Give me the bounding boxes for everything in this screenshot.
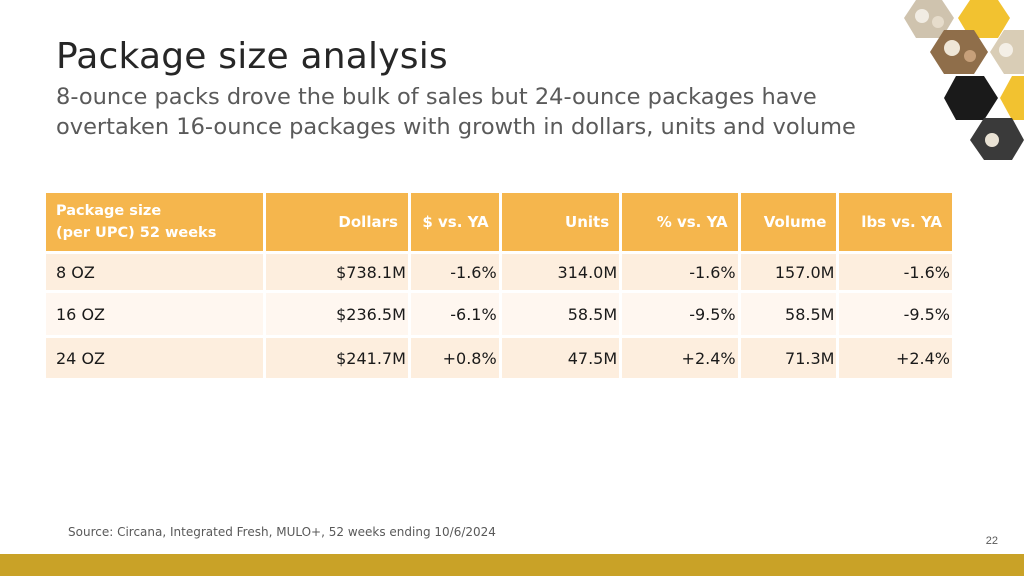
- hex-dark-1: [944, 76, 998, 120]
- col-header-dollars: Dollars: [265, 193, 408, 251]
- mushroom-2: [932, 16, 944, 28]
- cell-package: 24 OZ: [46, 338, 263, 378]
- cell-dollars-vs-ya: -1.6%: [410, 254, 499, 290]
- hex-gold-2: [1000, 76, 1024, 120]
- cell-units-vs-ya: -1.6%: [622, 254, 738, 290]
- page-title: Package size analysis: [56, 36, 448, 77]
- cell-units: 47.5M: [501, 338, 620, 378]
- cell-package: 8 OZ: [46, 254, 263, 290]
- table-row: 24 OZ $241.7M +0.8% 47.5M +2.4% 71.3M +2…: [46, 338, 952, 378]
- hex-gold-1: [958, 0, 1010, 38]
- table-header-row: Package size (per UPC) 52 weeks Dollars …: [46, 193, 952, 251]
- cell-volume-vs-ya: -9.5%: [839, 293, 952, 335]
- hex-photo-1: [904, 0, 954, 38]
- page-subtitle: 8-ounce packs drove the bulk of sales bu…: [56, 84, 856, 140]
- table-row: 16 OZ $236.5M -6.1% 58.5M -9.5% 58.5M -9…: [46, 293, 952, 335]
- cell-dollars-vs-ya: +0.8%: [410, 338, 499, 378]
- col-header-package: Package size (per UPC) 52 weeks: [46, 193, 263, 251]
- cell-units-vs-ya: -9.5%: [622, 293, 738, 335]
- col-header-package-line1: Package size: [56, 203, 162, 219]
- cell-volume-vs-ya: -1.6%: [839, 254, 952, 290]
- col-header-package-line2: (per UPC) 52 weeks: [56, 225, 217, 241]
- cell-dollars: $241.7M: [265, 338, 408, 378]
- mushroom-6: [985, 133, 999, 147]
- cell-units: 58.5M: [501, 293, 620, 335]
- mushroom-honeycomb-decoration: [904, 0, 1024, 160]
- cell-volume: 157.0M: [740, 254, 837, 290]
- mushroom-5: [999, 43, 1013, 57]
- col-header-units-vs-ya: % vs. YA: [622, 193, 738, 251]
- cell-dollars-vs-ya: -6.1%: [410, 293, 499, 335]
- col-header-dollars-vs-ya: $ vs. YA: [410, 193, 499, 251]
- cell-volume-vs-ya: +2.4%: [839, 338, 952, 378]
- source-note: Source: Circana, Integrated Fresh, MULO+…: [68, 525, 496, 539]
- cell-dollars: $236.5M: [265, 293, 408, 335]
- cell-units: 314.0M: [501, 254, 620, 290]
- cell-dollars: $738.1M: [265, 254, 408, 290]
- col-header-units: Units: [501, 193, 620, 251]
- mushroom-1: [915, 9, 929, 23]
- table-row: 8 OZ $738.1M -1.6% 314.0M -1.6% 157.0M -…: [46, 254, 952, 290]
- mushroom-3: [944, 40, 960, 56]
- footer-bar: [0, 554, 1024, 576]
- package-size-table: Package size (per UPC) 52 weeks Dollars …: [43, 190, 955, 381]
- mushroom-4: [964, 50, 976, 62]
- cell-volume: 71.3M: [740, 338, 837, 378]
- col-header-volume: Volume: [740, 193, 837, 251]
- cell-volume: 58.5M: [740, 293, 837, 335]
- cell-units-vs-ya: +2.4%: [622, 338, 738, 378]
- hex-photo-2: [930, 30, 988, 74]
- page-number: 22: [985, 535, 998, 547]
- col-header-volume-vs-ya: lbs vs. YA: [839, 193, 952, 251]
- cell-package: 16 OZ: [46, 293, 263, 335]
